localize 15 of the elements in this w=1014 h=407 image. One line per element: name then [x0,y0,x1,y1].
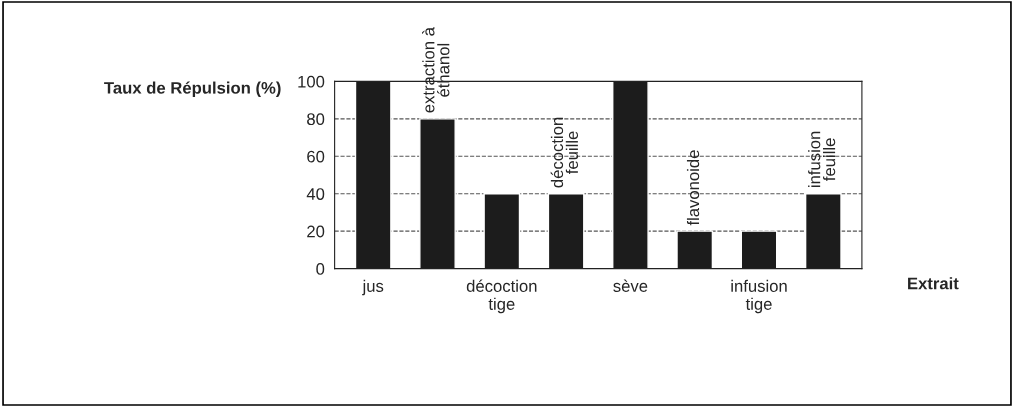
y-tick-label: 80 [307,113,325,126]
y-tick-label: 0 [316,263,325,275]
x-axis-title: Extrait [908,277,959,290]
y-tick-label: 40 [306,188,325,200]
x-tick-label: décoction feuille [550,117,579,188]
y-tick-label: 100 [298,75,325,88]
y-tick-label: 60 [307,150,325,163]
x-tick-label: infusion tige [731,279,787,314]
x-tick-label: sève [613,279,648,292]
x-tick-label: infusion feuille [808,131,836,187]
x-tick-label: jus [362,279,384,296]
x-tick-label: flavonoide [686,150,700,226]
x-tick-label: décoction tige [466,279,537,314]
y-tick-label: 20 [307,225,325,238]
y-axis-title: Taux de Répulsion (%) [104,81,281,98]
